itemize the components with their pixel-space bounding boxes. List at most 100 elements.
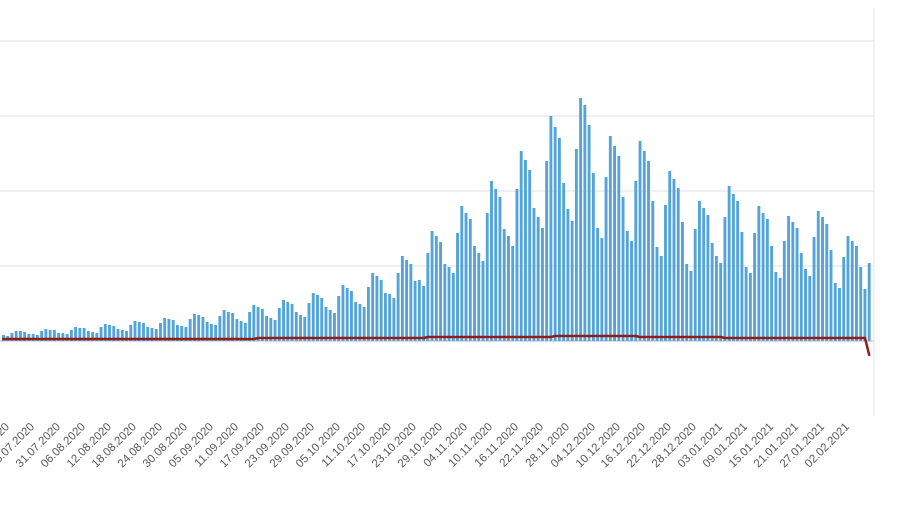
bar: [379, 280, 383, 341]
bar: [579, 98, 583, 341]
bar: [621, 197, 625, 341]
bar: [396, 273, 400, 341]
bar: [456, 233, 459, 341]
bar: [405, 260, 409, 341]
bar: [392, 298, 396, 341]
bar: [61, 333, 65, 341]
bar: [804, 269, 807, 341]
bar: [838, 288, 841, 341]
bar: [748, 273, 752, 341]
bar: [337, 296, 341, 341]
bar: [812, 237, 816, 341]
bar: [48, 330, 52, 341]
bar: [192, 314, 196, 341]
bar: [647, 161, 650, 341]
bar: [587, 125, 591, 341]
bar: [532, 208, 536, 341]
bar: [685, 264, 689, 341]
bar: [710, 243, 714, 341]
bar: [260, 309, 264, 341]
bar: [142, 323, 145, 341]
bar: [642, 151, 646, 341]
bar: [507, 236, 510, 341]
bar: [528, 170, 532, 341]
bar: [570, 221, 574, 341]
bar: [604, 177, 608, 341]
bar: [485, 213, 489, 341]
bar: [447, 267, 451, 341]
bar: [294, 312, 298, 341]
bar: [676, 188, 680, 341]
bar: [562, 183, 566, 341]
bar: [286, 302, 290, 341]
bar: [103, 324, 107, 341]
bar: [850, 241, 854, 341]
bar: [744, 267, 748, 341]
bar: [549, 116, 553, 341]
bar: [388, 294, 392, 341]
bar: [422, 286, 426, 341]
bar: [112, 326, 116, 341]
bar: [540, 228, 544, 341]
bar: [31, 334, 35, 341]
bar: [265, 316, 269, 341]
bar: [727, 186, 731, 341]
bar: [167, 319, 171, 341]
bar: [282, 300, 285, 341]
bar: [40, 331, 44, 341]
bar: [799, 253, 803, 341]
bar: [307, 303, 311, 341]
bar: [698, 201, 701, 341]
bar: [863, 289, 867, 341]
bar: [243, 323, 247, 341]
bar: [371, 273, 375, 341]
bar: [95, 333, 99, 341]
bar: [761, 213, 765, 341]
bar: [536, 217, 540, 341]
bar: [702, 208, 706, 341]
bar: [859, 267, 863, 341]
bar: [574, 149, 578, 341]
bar: [18, 331, 22, 341]
bar: [553, 127, 557, 341]
bar: [681, 222, 684, 341]
bar: [350, 291, 353, 341]
bar: [256, 307, 260, 341]
bar: [409, 264, 413, 341]
bar: [201, 317, 205, 341]
bar: [120, 330, 124, 341]
bar: [515, 189, 519, 341]
bar: [846, 236, 850, 341]
bar: [82, 328, 86, 341]
bar: [277, 308, 281, 341]
bar: [795, 228, 799, 341]
bar: [498, 197, 502, 341]
bar: [833, 283, 837, 341]
bar: [222, 310, 226, 341]
bar: [791, 222, 795, 341]
bar: [494, 189, 498, 341]
bar: [400, 256, 404, 341]
bar: [299, 315, 302, 341]
bar: [808, 276, 812, 341]
bar: [91, 332, 95, 341]
bar: [176, 325, 179, 341]
bar: [655, 247, 659, 341]
bar: [867, 263, 871, 341]
bar: [753, 233, 757, 341]
bar: [477, 253, 481, 341]
bar: [821, 217, 824, 341]
bar: [23, 332, 27, 341]
bar: [205, 322, 209, 341]
bar: [69, 330, 73, 341]
bar: [108, 325, 111, 341]
bar: [74, 327, 78, 341]
bar: [651, 201, 655, 341]
bar: [460, 206, 464, 341]
bar: [770, 246, 774, 341]
bar: [672, 179, 676, 341]
bar: [689, 271, 693, 341]
bar: [303, 317, 307, 341]
bar: [714, 256, 718, 341]
